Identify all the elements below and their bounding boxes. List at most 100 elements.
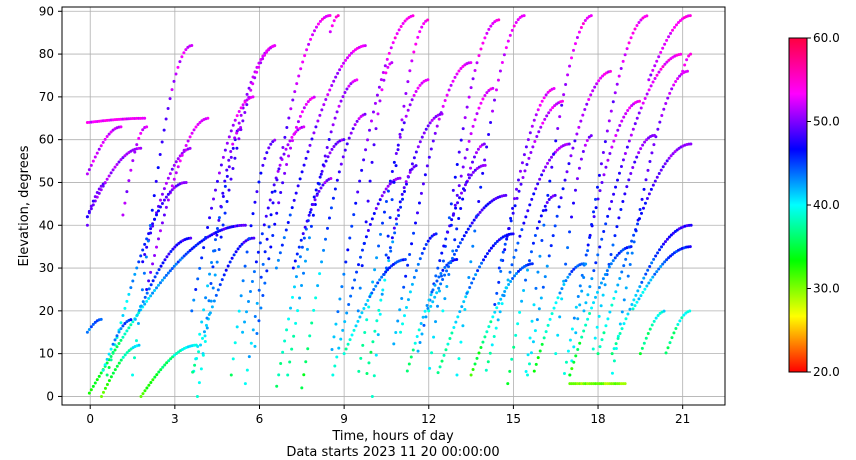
data-point — [581, 150, 585, 154]
data-point — [236, 247, 240, 251]
data-point — [443, 99, 447, 103]
data-point — [379, 78, 383, 82]
data-point — [615, 225, 619, 229]
data-point — [396, 208, 400, 212]
data-point — [415, 334, 419, 338]
data-point — [515, 196, 519, 200]
data-point — [231, 142, 235, 146]
data-point — [648, 327, 652, 331]
data-point — [570, 270, 574, 274]
data-point — [180, 153, 184, 157]
data-point — [218, 283, 222, 287]
data-point — [579, 25, 583, 29]
data-point — [196, 345, 200, 349]
data-point — [612, 347, 616, 351]
data-point — [564, 262, 568, 266]
data-point — [293, 90, 297, 94]
data-point — [528, 131, 532, 135]
data-point — [301, 60, 305, 64]
data-point — [540, 342, 544, 346]
data-point — [113, 165, 117, 169]
data-point — [543, 275, 547, 279]
data-point — [353, 123, 357, 127]
data-point — [522, 221, 526, 225]
data-point — [147, 232, 151, 236]
data-point — [574, 305, 578, 309]
data-point — [358, 179, 362, 183]
data-point — [335, 178, 339, 182]
data-point — [418, 83, 422, 87]
data-point — [607, 119, 611, 123]
data-point — [103, 181, 107, 185]
data-point — [163, 363, 167, 367]
data-point — [539, 125, 543, 129]
data-point — [123, 306, 127, 310]
data-point — [136, 321, 140, 325]
y-tick-label: 50 — [39, 175, 54, 189]
data-point — [239, 128, 243, 132]
data-point — [622, 298, 626, 302]
data-point — [233, 341, 237, 345]
data-point — [158, 229, 162, 233]
data-point — [482, 142, 486, 146]
data-point — [495, 291, 499, 295]
data-point — [514, 333, 518, 337]
data-point — [669, 31, 673, 35]
data-point — [670, 336, 674, 340]
data-point — [624, 112, 628, 116]
data-point — [123, 332, 127, 336]
data-point — [532, 192, 536, 196]
data-point — [668, 341, 672, 345]
data-point — [672, 331, 676, 335]
data-point — [346, 56, 350, 60]
data-point — [462, 234, 466, 238]
data-point — [417, 201, 421, 205]
data-point — [117, 160, 121, 164]
data-point — [338, 68, 342, 72]
data-point — [442, 244, 446, 248]
data-point — [99, 184, 103, 188]
data-point — [285, 328, 289, 332]
data-point — [426, 78, 430, 82]
data-point — [503, 248, 507, 252]
data-point — [639, 211, 643, 215]
data-point — [615, 82, 619, 86]
data-point — [386, 65, 390, 69]
data-point — [189, 236, 193, 240]
data-point — [662, 309, 666, 313]
data-point — [614, 347, 618, 351]
data-point — [626, 274, 630, 278]
data-point — [650, 151, 654, 155]
data-point — [231, 167, 235, 171]
data-point — [526, 268, 530, 272]
data-point — [611, 259, 615, 263]
data-point — [468, 224, 472, 228]
data-point — [394, 164, 398, 168]
data-point — [511, 206, 515, 210]
data-point — [111, 350, 115, 354]
data-point — [647, 281, 651, 285]
data-point — [461, 165, 465, 169]
data-point — [238, 244, 242, 248]
data-point — [664, 102, 668, 106]
data-point — [406, 263, 410, 267]
data-point — [645, 284, 649, 288]
data-point — [443, 273, 447, 277]
data-point — [219, 204, 223, 208]
data-point — [87, 391, 91, 395]
data-point — [197, 381, 201, 385]
data-point — [275, 384, 279, 388]
data-point — [457, 216, 461, 220]
data-point — [631, 307, 635, 311]
data-point — [648, 159, 652, 163]
data-point — [296, 309, 300, 313]
data-point — [171, 355, 175, 359]
data-point — [429, 304, 433, 308]
data-point — [153, 375, 157, 379]
data-point — [469, 132, 473, 136]
data-point — [332, 19, 336, 23]
data-point — [103, 363, 107, 367]
data-point — [535, 318, 539, 322]
data-point — [226, 264, 230, 268]
data-point — [584, 323, 588, 327]
